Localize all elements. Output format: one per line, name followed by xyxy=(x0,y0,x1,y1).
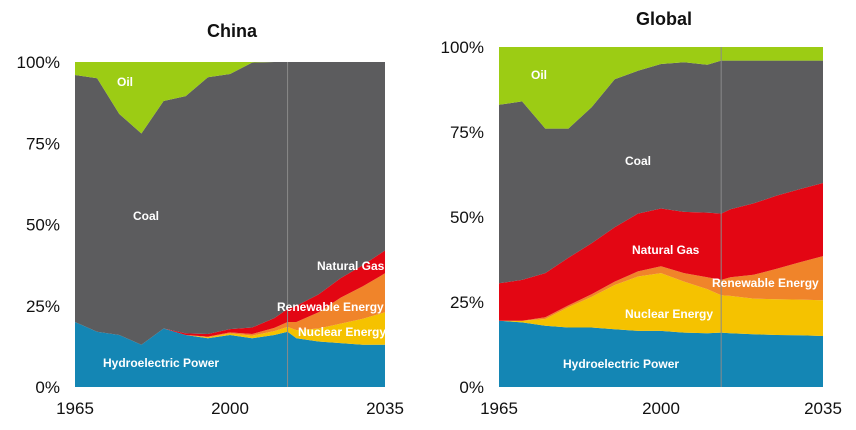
global-x-tick-label: 2035 xyxy=(804,399,842,418)
global-series-label-hydroelectric-power: Hydroelectric Power xyxy=(563,357,679,371)
china-y-tick-label: 0% xyxy=(35,378,60,397)
global-y-tick-label: 0% xyxy=(459,378,484,397)
china-area-renewable-energy xyxy=(75,273,385,345)
global-y-tick-label: 50% xyxy=(450,208,484,227)
china-series-label-oil: Oil xyxy=(117,75,133,89)
china-chart-title: China xyxy=(207,21,258,41)
china-series-label-renewable-energy: Renewable Energy xyxy=(277,300,384,314)
global-x-tick-label: 2000 xyxy=(642,399,680,418)
global-series-label-nuclear-energy: Nuclear Energy xyxy=(625,307,713,321)
china-area-hydroelectric-power xyxy=(75,322,385,387)
china-x-tick-label: 2000 xyxy=(211,399,249,418)
china-area-natural-gas xyxy=(75,250,385,345)
global-area-renewable-energy xyxy=(499,256,823,321)
china-area-nuclear-energy xyxy=(75,312,385,345)
china-y-tick-label: 75% xyxy=(26,134,60,153)
global-areas xyxy=(499,47,823,387)
global-area-hydroelectric-power xyxy=(499,320,823,387)
china-series-label-nuclear-energy: Nuclear Energy xyxy=(298,325,386,339)
global-series-label-coal: Coal xyxy=(625,154,651,168)
china-area-coal xyxy=(75,62,385,345)
china-area-oil xyxy=(75,62,385,134)
china-y-tick-label: 100% xyxy=(17,53,60,72)
global-y-tick-label: 100% xyxy=(441,38,484,57)
china-areas xyxy=(75,62,385,387)
global-chart: 0% 25% 50% 75% 100% 1965 2000 2035 Global Hydroel… xyxy=(441,9,842,418)
global-area-natural-gas xyxy=(499,183,823,321)
global-series-label-oil: Oil xyxy=(531,68,547,82)
china-y-tick-label: 25% xyxy=(26,297,60,316)
global-chart-title: Global xyxy=(636,9,692,29)
global-x-tick-label: 1965 xyxy=(480,399,518,418)
china-x-tick-label: 1965 xyxy=(56,399,94,418)
china-chart: 0% 25% 50% 75% 100% 1965 2000 2035 China Hydroele… xyxy=(17,21,404,418)
global-series-label-natural-gas: Natural Gas xyxy=(632,243,700,257)
global-area-oil xyxy=(499,47,823,129)
global-area-nuclear-energy xyxy=(499,273,823,336)
global-y-tick-label: 75% xyxy=(450,123,484,142)
global-y-tick-label: 25% xyxy=(450,293,484,312)
china-series-label-hydroelectric-power: Hydroelectric Power xyxy=(103,356,219,370)
global-series-label-renewable-energy: Renewable Energy xyxy=(712,276,819,290)
china-series-label-coal: Coal xyxy=(133,209,159,223)
china-series-label-natural-gas: Natural Gas xyxy=(317,259,385,273)
china-x-tick-label: 2035 xyxy=(366,399,404,418)
global-area-coal xyxy=(499,60,823,284)
china-y-tick-label: 50% xyxy=(26,216,60,235)
